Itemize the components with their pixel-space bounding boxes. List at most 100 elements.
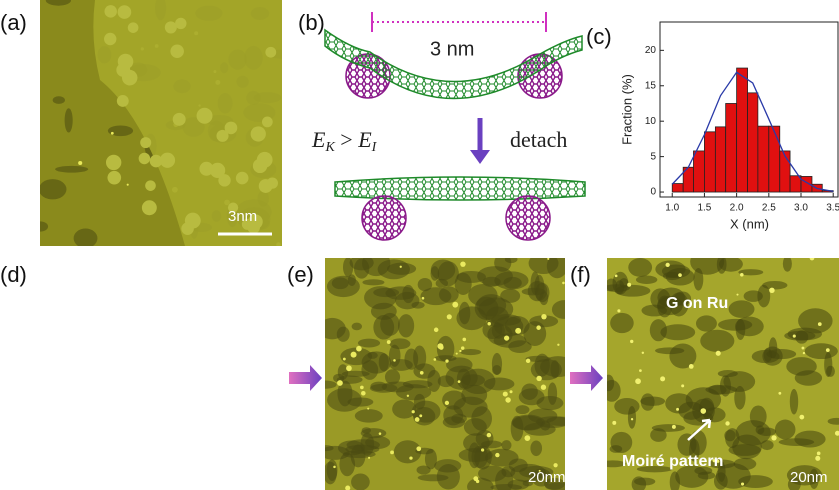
texture xyxy=(67,449,81,462)
texture xyxy=(407,395,409,397)
texture xyxy=(133,417,136,420)
texture xyxy=(225,273,229,277)
molecule xyxy=(104,5,116,17)
texture xyxy=(261,267,276,276)
texture xyxy=(463,433,490,452)
texture xyxy=(240,255,269,274)
texture xyxy=(461,346,464,349)
texture xyxy=(74,229,98,249)
texture xyxy=(57,364,78,385)
texture xyxy=(252,419,260,435)
texture xyxy=(104,440,110,446)
x-tick-label: 1.0 xyxy=(665,203,679,214)
texture xyxy=(47,270,65,283)
texture xyxy=(351,352,357,358)
texture xyxy=(635,378,641,384)
texture xyxy=(230,286,265,300)
text: C xyxy=(80,304,92,321)
x-tick-label: 3.0 xyxy=(794,203,808,214)
texture xyxy=(233,435,235,437)
texture xyxy=(769,288,774,293)
texture xyxy=(351,473,370,490)
texture xyxy=(203,370,231,384)
texture xyxy=(196,476,228,490)
texture xyxy=(41,410,73,429)
texture xyxy=(32,221,48,231)
texture xyxy=(35,454,57,461)
texture xyxy=(43,444,70,462)
texture xyxy=(515,328,521,334)
texture xyxy=(125,254,144,268)
texture xyxy=(105,258,110,263)
texture xyxy=(456,353,458,355)
texture xyxy=(266,319,280,326)
texture xyxy=(110,336,114,340)
y-tick-label: 20 xyxy=(645,45,657,56)
texture xyxy=(775,420,796,440)
texture xyxy=(146,448,177,470)
texture xyxy=(62,423,67,428)
texture xyxy=(356,346,362,352)
texture xyxy=(192,389,225,398)
subscript: K xyxy=(324,140,335,155)
texture xyxy=(177,379,203,397)
texture xyxy=(39,179,67,199)
texture xyxy=(193,315,203,323)
texture xyxy=(221,344,230,362)
texture xyxy=(42,472,52,480)
texture xyxy=(367,352,377,359)
texture xyxy=(393,359,396,362)
texture xyxy=(57,327,84,351)
texture xyxy=(209,309,214,314)
texture xyxy=(88,351,93,356)
texture xyxy=(146,451,174,463)
texture xyxy=(49,372,60,382)
texture xyxy=(199,435,207,456)
texture xyxy=(693,268,703,291)
texture xyxy=(240,402,242,404)
texture xyxy=(29,299,54,318)
texture xyxy=(250,351,272,375)
x-tick-label: 3.5 xyxy=(826,203,839,214)
texture xyxy=(202,408,229,426)
texture xyxy=(352,323,362,331)
texture xyxy=(462,374,485,386)
texture xyxy=(82,371,88,377)
texture xyxy=(194,276,219,297)
texture xyxy=(114,364,119,369)
x-tick-label: 2.5 xyxy=(762,203,776,214)
texture xyxy=(211,477,238,489)
texture xyxy=(115,365,135,390)
texture xyxy=(347,397,373,406)
texture xyxy=(196,398,199,401)
flow-arrow xyxy=(289,365,322,391)
texture xyxy=(150,336,161,355)
texture xyxy=(225,447,235,459)
molecule xyxy=(106,155,121,170)
texture xyxy=(367,408,369,410)
texture xyxy=(378,259,410,279)
texture xyxy=(636,276,657,284)
texture xyxy=(174,469,204,490)
texture xyxy=(615,280,624,294)
texture xyxy=(681,384,684,387)
texture xyxy=(66,259,102,275)
texture xyxy=(276,376,288,392)
texture xyxy=(180,416,207,429)
texture xyxy=(460,349,481,355)
texture xyxy=(193,439,198,444)
subscript: I xyxy=(371,140,378,155)
texture xyxy=(126,261,136,269)
molecule xyxy=(165,21,177,33)
texture xyxy=(481,448,484,451)
texture xyxy=(192,424,220,440)
texture xyxy=(243,298,272,320)
texture xyxy=(167,401,191,410)
texture xyxy=(27,281,59,298)
symbol: E xyxy=(311,127,326,152)
texture xyxy=(93,261,95,263)
texture xyxy=(43,386,77,392)
texture xyxy=(89,478,124,486)
y-tick-label: 0 xyxy=(650,187,656,198)
texture xyxy=(439,345,444,350)
